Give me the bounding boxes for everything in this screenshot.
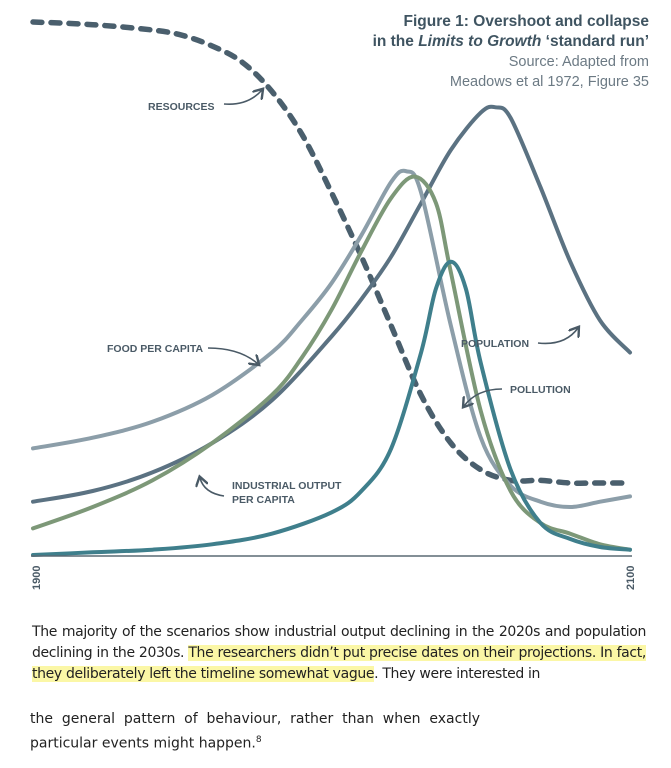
- series-line-food-per-capita: [31, 168, 632, 509]
- arrow-pollution: [464, 388, 503, 406]
- x-tick-label: 1900: [31, 566, 43, 590]
- series-label-industrial-line1: INDUSTRIAL OUTPUT: [232, 480, 342, 492]
- arrow-resources: [223, 90, 262, 106]
- series-label-food: FOOD PER CAPITA: [107, 343, 203, 355]
- figure-source: Source: Adapted from Meadows et al 1972,…: [449, 54, 649, 90]
- series-label-resources: RESOURCES: [148, 101, 215, 113]
- x-tick-label: 2100: [625, 566, 637, 590]
- series-label-pollution: POLLUTION: [510, 384, 571, 396]
- series-layer: [30, 19, 633, 557]
- series-line-resources: [30, 19, 633, 486]
- series-line-industrial-output-per-capita: [31, 174, 632, 552]
- footnote-ref[interactable]: 8: [255, 735, 262, 745]
- series-label-industrial-line2: PER CAPITA: [232, 494, 295, 506]
- arrow-industrial: [200, 478, 225, 497]
- body-paragraph: the general pattern of behaviour, rather…: [30, 711, 480, 752]
- arrow-population: [537, 328, 578, 345]
- series-line-pollution: [31, 259, 632, 557]
- figure-title: Figure 1: Overshoot and collapse in the …: [372, 13, 649, 50]
- arrow-food: [207, 347, 258, 364]
- series-line-population: [31, 104, 632, 504]
- chart: 1900 2100 RESOURCES POPULATION FOOD PER …: [30, 19, 637, 590]
- series-label-population: POPULATION: [461, 338, 529, 350]
- figure-caption: Figure 1: Overshoot and collapse in the …: [373, 12, 649, 92]
- body-paragraph: The majority of the scenarios show indus…: [32, 624, 646, 682]
